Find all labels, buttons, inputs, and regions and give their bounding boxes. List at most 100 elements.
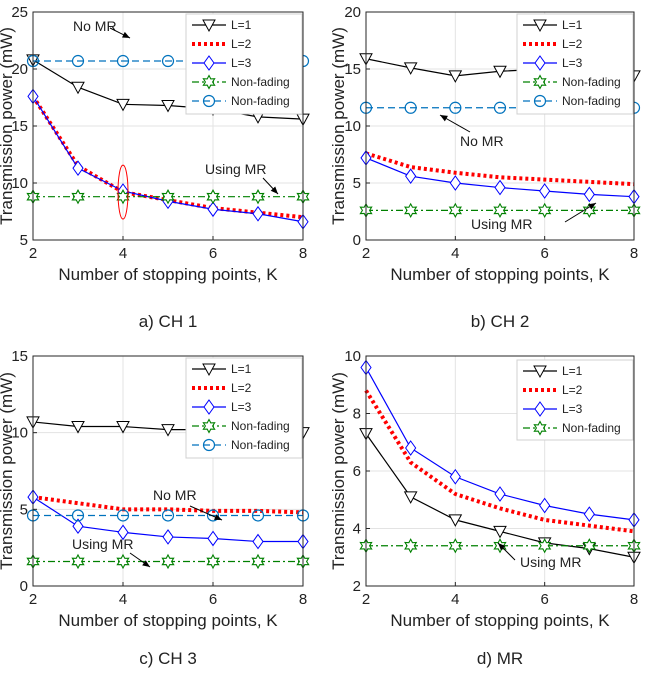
data-point [448,70,463,83]
y-axis-label: Transmission power (mW) [329,27,348,225]
data-point [116,98,130,112]
legend-label: L=2 [231,381,252,395]
data-point [448,202,462,219]
data-point [583,506,595,522]
legend-label: L=2 [562,383,583,397]
x-axis-label: Number of stopping points, K [58,265,278,284]
legend-label: L=3 [231,400,252,414]
annotation-text: No MR [460,133,504,149]
data-point [403,491,418,504]
legend-marker [534,401,546,417]
legend-marker [202,19,216,33]
y-tick-label: 10 [11,425,28,442]
panel-caption: c) CH 3 [139,649,197,668]
data-point [251,189,265,205]
data-point [493,202,507,219]
y-tick-label: 15 [344,61,361,78]
x-axis-label: Number of stopping points, K [390,611,610,630]
legend-label: Non-fading [562,75,621,89]
axes-box [32,355,304,587]
annotation-arrowhead [142,560,150,567]
data-point [207,530,219,547]
annotation-arrowhead [270,186,278,194]
legend-label: Non-fading [231,94,290,108]
data-point [539,497,551,514]
legend-marker [202,363,216,377]
data-point [161,553,175,570]
x-tick-label: 2 [362,591,370,608]
x-tick-label: 8 [299,591,307,608]
y-tick-label: 8 [353,406,361,423]
highlight-ellipse [117,164,129,220]
legend-label: Non-fading [231,438,290,452]
legend-label: L=3 [562,402,583,416]
data-point [494,179,506,196]
x-axis-label: Number of stopping points, K [58,611,278,630]
legend-label: L=3 [231,56,252,70]
chart-panel-4: 2 4 6 8 2 4 6 8 10 Number of stopping points, K Tr… [329,348,641,668]
data-point [251,509,265,522]
y-tick-label: 4 [353,521,361,538]
x-axis-label: Number of stopping points, K [390,265,610,284]
series-line-2 [364,389,635,534]
legend-marker [533,94,547,108]
data-point [71,509,85,522]
y-tick-label: 10 [11,175,28,192]
annotation-arrowhead [122,31,130,38]
legend: L=1 L=2 L=3 Non-fading Non-fading [516,13,634,115]
annotation-arrowhead [214,514,222,520]
data-point [448,514,463,527]
y-axis-label: Transmission power (mW) [329,372,348,570]
data-point [116,189,130,205]
data-point [405,168,417,185]
data-point [252,533,264,550]
legend-marker [202,438,216,452]
x-tick-label: 2 [29,245,37,262]
chart-panel-2: 2 4 6 8 0 5 10 15 20 Number of stopping points, K… [329,4,641,331]
data-point [207,201,219,218]
data-point [161,509,175,522]
data-point [161,99,175,113]
legend-label: L=1 [562,364,583,378]
data-point [583,186,595,203]
x-tick-label: 4 [451,591,459,608]
panel-caption: b) CH 2 [471,312,530,331]
legend: L=1 L=2 L=3 Non-fading Non-fading [185,13,303,115]
data-point [404,202,418,219]
data-point [161,54,175,68]
chart-panel-3: 2 4 6 8 0 5 10 15 Number of stopping points, K Tr… [0,348,310,668]
legend-marker [202,418,216,434]
x-tick-label: 6 [540,245,548,262]
legend: L=1 L=2 L=3 Non-fading [516,359,634,441]
y-tick-label: 5 [20,501,28,518]
data-point [493,65,507,79]
data-point [161,424,175,437]
legend-marker [203,55,215,71]
annotation-text: Using MR [471,216,532,232]
legend-label: L=1 [231,18,252,32]
data-point [449,175,461,191]
x-tick-label: 4 [119,245,127,262]
data-point [449,101,462,114]
x-tick-label: 4 [451,245,459,262]
y-tick-label: 15 [11,118,28,135]
data-point [539,183,551,199]
y-tick-label: 0 [353,232,361,249]
legend-label: L=2 [562,37,583,51]
y-tick-label: 10 [344,118,361,135]
data-point [403,62,418,75]
data-point [72,518,84,535]
legend-label: L=1 [231,362,252,376]
annotation-arrowhead [498,543,506,551]
legend-label: L=3 [562,56,583,70]
y-tick-label: 15 [11,348,28,365]
legend-marker [533,420,547,436]
legend-marker [533,19,547,33]
data-point [71,553,85,570]
panel-caption: a) CH 1 [139,312,198,331]
legend-marker [533,365,547,379]
x-tick-label: 8 [299,245,307,262]
legend-label: Non-fading [562,421,621,435]
legend-label: Non-fading [562,94,621,108]
data-point [494,486,506,502]
